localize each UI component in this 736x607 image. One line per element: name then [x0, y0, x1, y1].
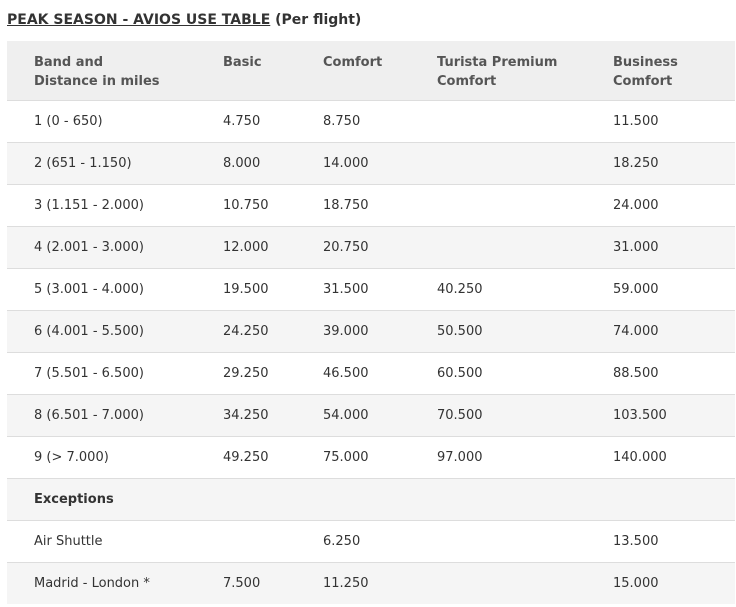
cell-band: 8 (6.501 - 7.000)	[34, 407, 144, 423]
cell-business: 15.000	[613, 575, 659, 591]
cell-band: 4 (2.001 - 3.000)	[34, 239, 144, 255]
cell-business: 24.000	[613, 197, 659, 213]
cell-turista-premium	[437, 100, 613, 142]
header-business-line1: Business	[613, 55, 678, 70]
cell-comfort: 20.750	[323, 239, 369, 255]
cell-turista-premium	[437, 562, 613, 604]
cell-band: Air Shuttle	[34, 533, 103, 549]
page-title: PEAK SEASON - AVIOS USE TABLE (Per fligh…	[7, 12, 361, 28]
cell-basic: 12.000	[223, 239, 269, 255]
cell-comfort: 39.000	[323, 323, 369, 339]
cell-turista-premium	[437, 226, 613, 268]
header-turista-line1: Turista Premium	[437, 55, 558, 70]
header-turista-premium: Turista Premium Comfort	[437, 41, 613, 100]
cell-business: 18.250	[613, 155, 659, 171]
header-band: Band and Distance in miles	[7, 41, 223, 100]
cell-business	[613, 478, 735, 520]
cell-business: 74.000	[613, 323, 659, 339]
cell-band: 7 (5.501 - 6.500)	[34, 365, 144, 381]
cell-basic	[223, 520, 323, 562]
cell-business: 140.000	[613, 449, 667, 465]
cell-turista-premium: 40.250	[437, 281, 483, 297]
cell-comfort: 46.500	[323, 365, 369, 381]
cell-turista-premium: 70.500	[437, 407, 483, 423]
avios-table: Band and Distance in miles Basic Comfort…	[7, 41, 735, 604]
cell-basic: 19.500	[223, 281, 269, 297]
table-row: Exceptions	[7, 478, 735, 520]
cell-turista-premium: 60.500	[437, 365, 483, 381]
cell-comfort: 11.250	[323, 575, 369, 591]
cell-comfort: 18.750	[323, 197, 369, 213]
cell-band: 9 (> 7.000)	[34, 449, 109, 465]
table-row: 2 (651 - 1.150) 8.000 14.000 18.250	[7, 142, 735, 184]
table-row: 6 (4.001 - 5.500) 24.250 39.000 50.500 74.00…	[7, 310, 735, 352]
cell-business: 13.500	[613, 533, 659, 549]
cell-band: 1 (0 - 650)	[34, 113, 103, 129]
header-band-line2: Distance in miles	[34, 74, 160, 89]
table-row: 9 (> 7.000) 49.250 75.000 97.000 140.000	[7, 436, 735, 478]
cell-comfort: 31.500	[323, 281, 369, 297]
cell-comfort: 6.250	[323, 533, 361, 549]
cell-band: 3 (1.151 - 2.000)	[34, 197, 144, 213]
header-basic-label: Basic	[223, 55, 262, 70]
table-title-suffix: (Per flight)	[275, 12, 362, 28]
header-business-line2: Comfort	[613, 74, 673, 89]
cell-turista-premium: 50.500	[437, 323, 483, 339]
cell-business: 88.500	[613, 365, 659, 381]
cell-band: 6 (4.001 - 5.500)	[34, 323, 144, 339]
header-business: Business Comfort	[613, 41, 735, 100]
header-turista-line2: Comfort	[437, 74, 497, 89]
cell-basic: 4.750	[223, 113, 261, 129]
cell-comfort: 75.000	[323, 449, 369, 465]
table-row: 7 (5.501 - 6.500) 29.250 46.500 60.500 88.50…	[7, 352, 735, 394]
cell-comfort: 14.000	[323, 155, 369, 171]
cell-turista-premium: 97.000	[437, 449, 483, 465]
cell-basic: 10.750	[223, 197, 269, 213]
cell-business: 59.000	[613, 281, 659, 297]
cell-turista-premium	[437, 478, 613, 520]
header-comfort-label: Comfort	[323, 55, 383, 70]
table-header-row: Band and Distance in miles Basic Comfort…	[7, 41, 735, 100]
header-band-line1: Band and	[34, 55, 104, 70]
cell-comfort: 8.750	[323, 113, 361, 129]
table-row: 4 (2.001 - 3.000) 12.000 20.750 31.000	[7, 226, 735, 268]
cell-band: Madrid - London *	[34, 575, 150, 591]
cell-basic: 8.000	[223, 155, 261, 171]
cell-band: Exceptions	[34, 491, 114, 507]
cell-basic: 29.250	[223, 365, 269, 381]
table-row: 5 (3.001 - 4.000) 19.500 31.500 40.250 59.00…	[7, 268, 735, 310]
table-row: 8 (6.501 - 7.000) 34.250 54.000 70.500 103.5…	[7, 394, 735, 436]
table-row: Madrid - London * 7.500 11.250 15.000	[7, 562, 735, 604]
cell-business: 11.500	[613, 113, 659, 129]
cell-comfort	[323, 478, 437, 520]
table-title: PEAK SEASON - AVIOS USE TABLE	[7, 12, 271, 28]
cell-turista-premium	[437, 184, 613, 226]
cell-turista-premium	[437, 520, 613, 562]
table-row: 1 (0 - 650) 4.750 8.750 11.500	[7, 100, 735, 142]
cell-business: 103.500	[613, 407, 667, 423]
header-comfort: Comfort	[323, 41, 437, 100]
cell-basic: 34.250	[223, 407, 269, 423]
table-row: Air Shuttle 6.250 13.500	[7, 520, 735, 562]
cell-business: 31.000	[613, 239, 659, 255]
cell-basic: 49.250	[223, 449, 269, 465]
cell-basic	[223, 478, 323, 520]
cell-band: 5 (3.001 - 4.000)	[34, 281, 144, 297]
cell-band: 2 (651 - 1.150)	[34, 155, 132, 171]
cell-turista-premium	[437, 142, 613, 184]
header-basic: Basic	[223, 41, 323, 100]
cell-basic: 7.500	[223, 575, 261, 591]
table-row: 3 (1.151 - 2.000) 10.750 18.750 24.000	[7, 184, 735, 226]
cell-basic: 24.250	[223, 323, 269, 339]
cell-comfort: 54.000	[323, 407, 369, 423]
